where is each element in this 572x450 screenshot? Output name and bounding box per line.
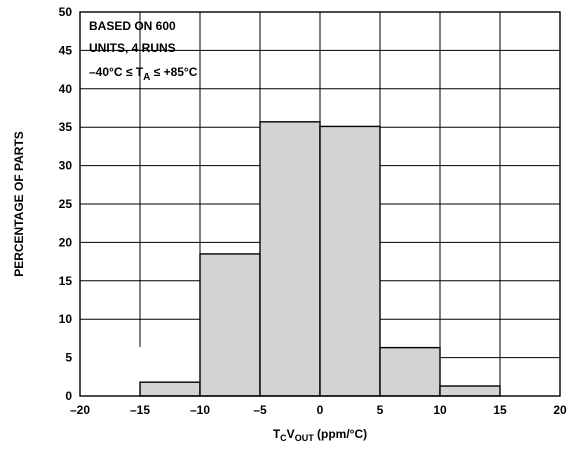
x-tick-label: –20 — [70, 403, 90, 417]
y-axis-title: PERCENTAGE OF PARTS — [12, 131, 26, 277]
histogram-bar — [139, 381, 201, 397]
annotation-line-3: –40°C ≤ TA ≤ +85°C — [89, 65, 198, 83]
y-tick-label: 5 — [65, 351, 72, 365]
x-tick-label: 20 — [553, 403, 567, 417]
x-tick-label: –15 — [130, 403, 150, 417]
histogram-bar — [319, 125, 381, 397]
x-tick-label: –5 — [253, 403, 267, 417]
y-tick-labels: 0 5 10 15 20 25 30 35 40 45 50 — [59, 5, 73, 403]
y-tick-label: 30 — [59, 159, 73, 173]
x-tick-label: 10 — [433, 403, 447, 417]
y-tick-label: 40 — [59, 82, 73, 96]
x-tick-label: 15 — [493, 403, 507, 417]
annotation-box: BASED ON 600 UNITS, 4 RUNS –40°C ≤ TA ≤ … — [89, 19, 198, 83]
x-axis-title: TCVOUT (ppm/°C) — [273, 427, 367, 443]
histogram-bar — [439, 385, 501, 397]
y-tick-label: 35 — [59, 120, 73, 134]
y-tick-label: 45 — [59, 43, 73, 57]
y-tick-label: 25 — [59, 197, 73, 211]
x-tick-label: 0 — [317, 403, 324, 417]
plot-frame — [79, 11, 561, 397]
annotation-line-2: UNITS, 4 RUNS — [89, 41, 176, 55]
histogram-bar — [379, 346, 441, 397]
x-tick-labels: –20 –15 –10 –5 0 5 10 15 20 — [70, 403, 567, 417]
y-tick-label: 20 — [59, 235, 73, 249]
y-tick-label: 10 — [59, 312, 73, 326]
y-tick-label: 15 — [59, 274, 73, 288]
annotation-line-1: BASED ON 600 — [89, 19, 176, 33]
histogram-bar — [259, 121, 321, 397]
x-tick-label: 5 — [377, 403, 384, 417]
y-tick-label: 0 — [65, 389, 72, 403]
y-tick-label: 50 — [59, 5, 73, 19]
x-tick-label: –10 — [190, 403, 210, 417]
histogram-bar — [199, 253, 261, 397]
